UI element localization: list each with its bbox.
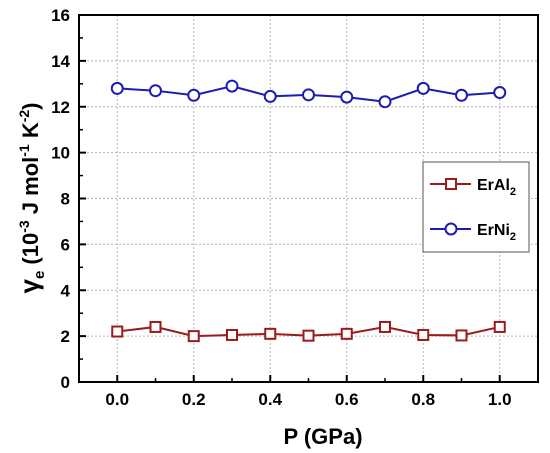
y-axis-mid: J mol — [18, 157, 43, 221]
x-axis-title: P (GPa) — [283, 424, 362, 449]
y-tick-label: 6 — [61, 235, 70, 254]
plot-frame — [78, 14, 539, 383]
data-point-erni2 — [455, 88, 468, 102]
data-point-eral2 — [264, 327, 277, 340]
y-axis-open: (10 — [18, 233, 43, 271]
x-tick-label: 0.4 — [258, 390, 282, 409]
y-axis-exp1: -3 — [16, 220, 32, 233]
x-tick-label: 0.6 — [335, 390, 359, 409]
data-point-erni2 — [493, 86, 507, 100]
data-point-erni2 — [225, 79, 239, 93]
y-tick-label: 10 — [51, 144, 70, 163]
data-point-eral2 — [493, 320, 506, 333]
legend-label-erni2: ErNi2 — [477, 222, 516, 243]
y-axis-close: ) — [18, 103, 43, 110]
data-point-erni2 — [378, 95, 392, 109]
data-point-eral2 — [302, 329, 315, 342]
data-point-erni2 — [263, 89, 277, 103]
legend-box — [422, 161, 530, 253]
data-point-erni2 — [416, 81, 430, 95]
data-point-eral2 — [455, 329, 468, 342]
data-point-erni2 — [302, 88, 315, 102]
data-point-eral2 — [187, 330, 200, 343]
data-point-eral2 — [149, 320, 162, 333]
x-tick-label: 0.2 — [182, 390, 206, 409]
data-point-eral2 — [111, 325, 124, 338]
y-tick-label: 14 — [51, 52, 70, 71]
data-point-eral2 — [417, 328, 430, 341]
y-axis-exp2: -1 — [16, 144, 32, 157]
legend-label-eral2: ErAl2 — [477, 177, 516, 198]
data-point-erni2 — [340, 90, 354, 104]
y-tick-label: 4 — [61, 281, 71, 300]
y-tick-label: 16 — [51, 6, 70, 25]
data-point-erni2 — [187, 88, 201, 102]
y-tick-label: 8 — [61, 190, 70, 209]
y-axis-title: γe (10-3 J mol-1 K-2) — [14, 103, 48, 294]
data-point-eral2 — [226, 328, 238, 341]
y-axis-symbol-sub: e — [31, 271, 48, 279]
data-point-erni2 — [149, 84, 162, 98]
legend-marker-erni2 — [444, 222, 458, 236]
y-axis-mid2: K — [18, 122, 43, 144]
y-tick-label: 12 — [51, 98, 70, 117]
tick-labels: 0.0 0.2 0.4 0.6 0.8 1.0 0 2 4 6 8 10 12 14 16 — [51, 6, 511, 409]
y-axis-symbol: γ — [14, 279, 44, 294]
data-point-eral2 — [379, 320, 391, 333]
y-tick-label: 2 — [61, 327, 70, 346]
legend-entry-erni2: ErNi2 — [430, 222, 516, 243]
x-tick-label: 1.0 — [488, 390, 512, 409]
y-tick-label: 0 — [61, 373, 70, 392]
x-tick-label: 0.0 — [105, 390, 129, 409]
legend: ErAl2 ErNi2 — [422, 161, 530, 253]
legend-marker-eral2 — [445, 178, 457, 190]
axes — [78, 14, 539, 383]
data-point-erni2 — [110, 81, 124, 95]
series-layer — [110, 79, 507, 343]
y-axis-exp3: -2 — [16, 110, 32, 123]
legend-entry-eral2: ErAl2 — [430, 177, 516, 198]
data-point-eral2 — [340, 327, 353, 340]
x-tick-label: 0.8 — [411, 390, 435, 409]
